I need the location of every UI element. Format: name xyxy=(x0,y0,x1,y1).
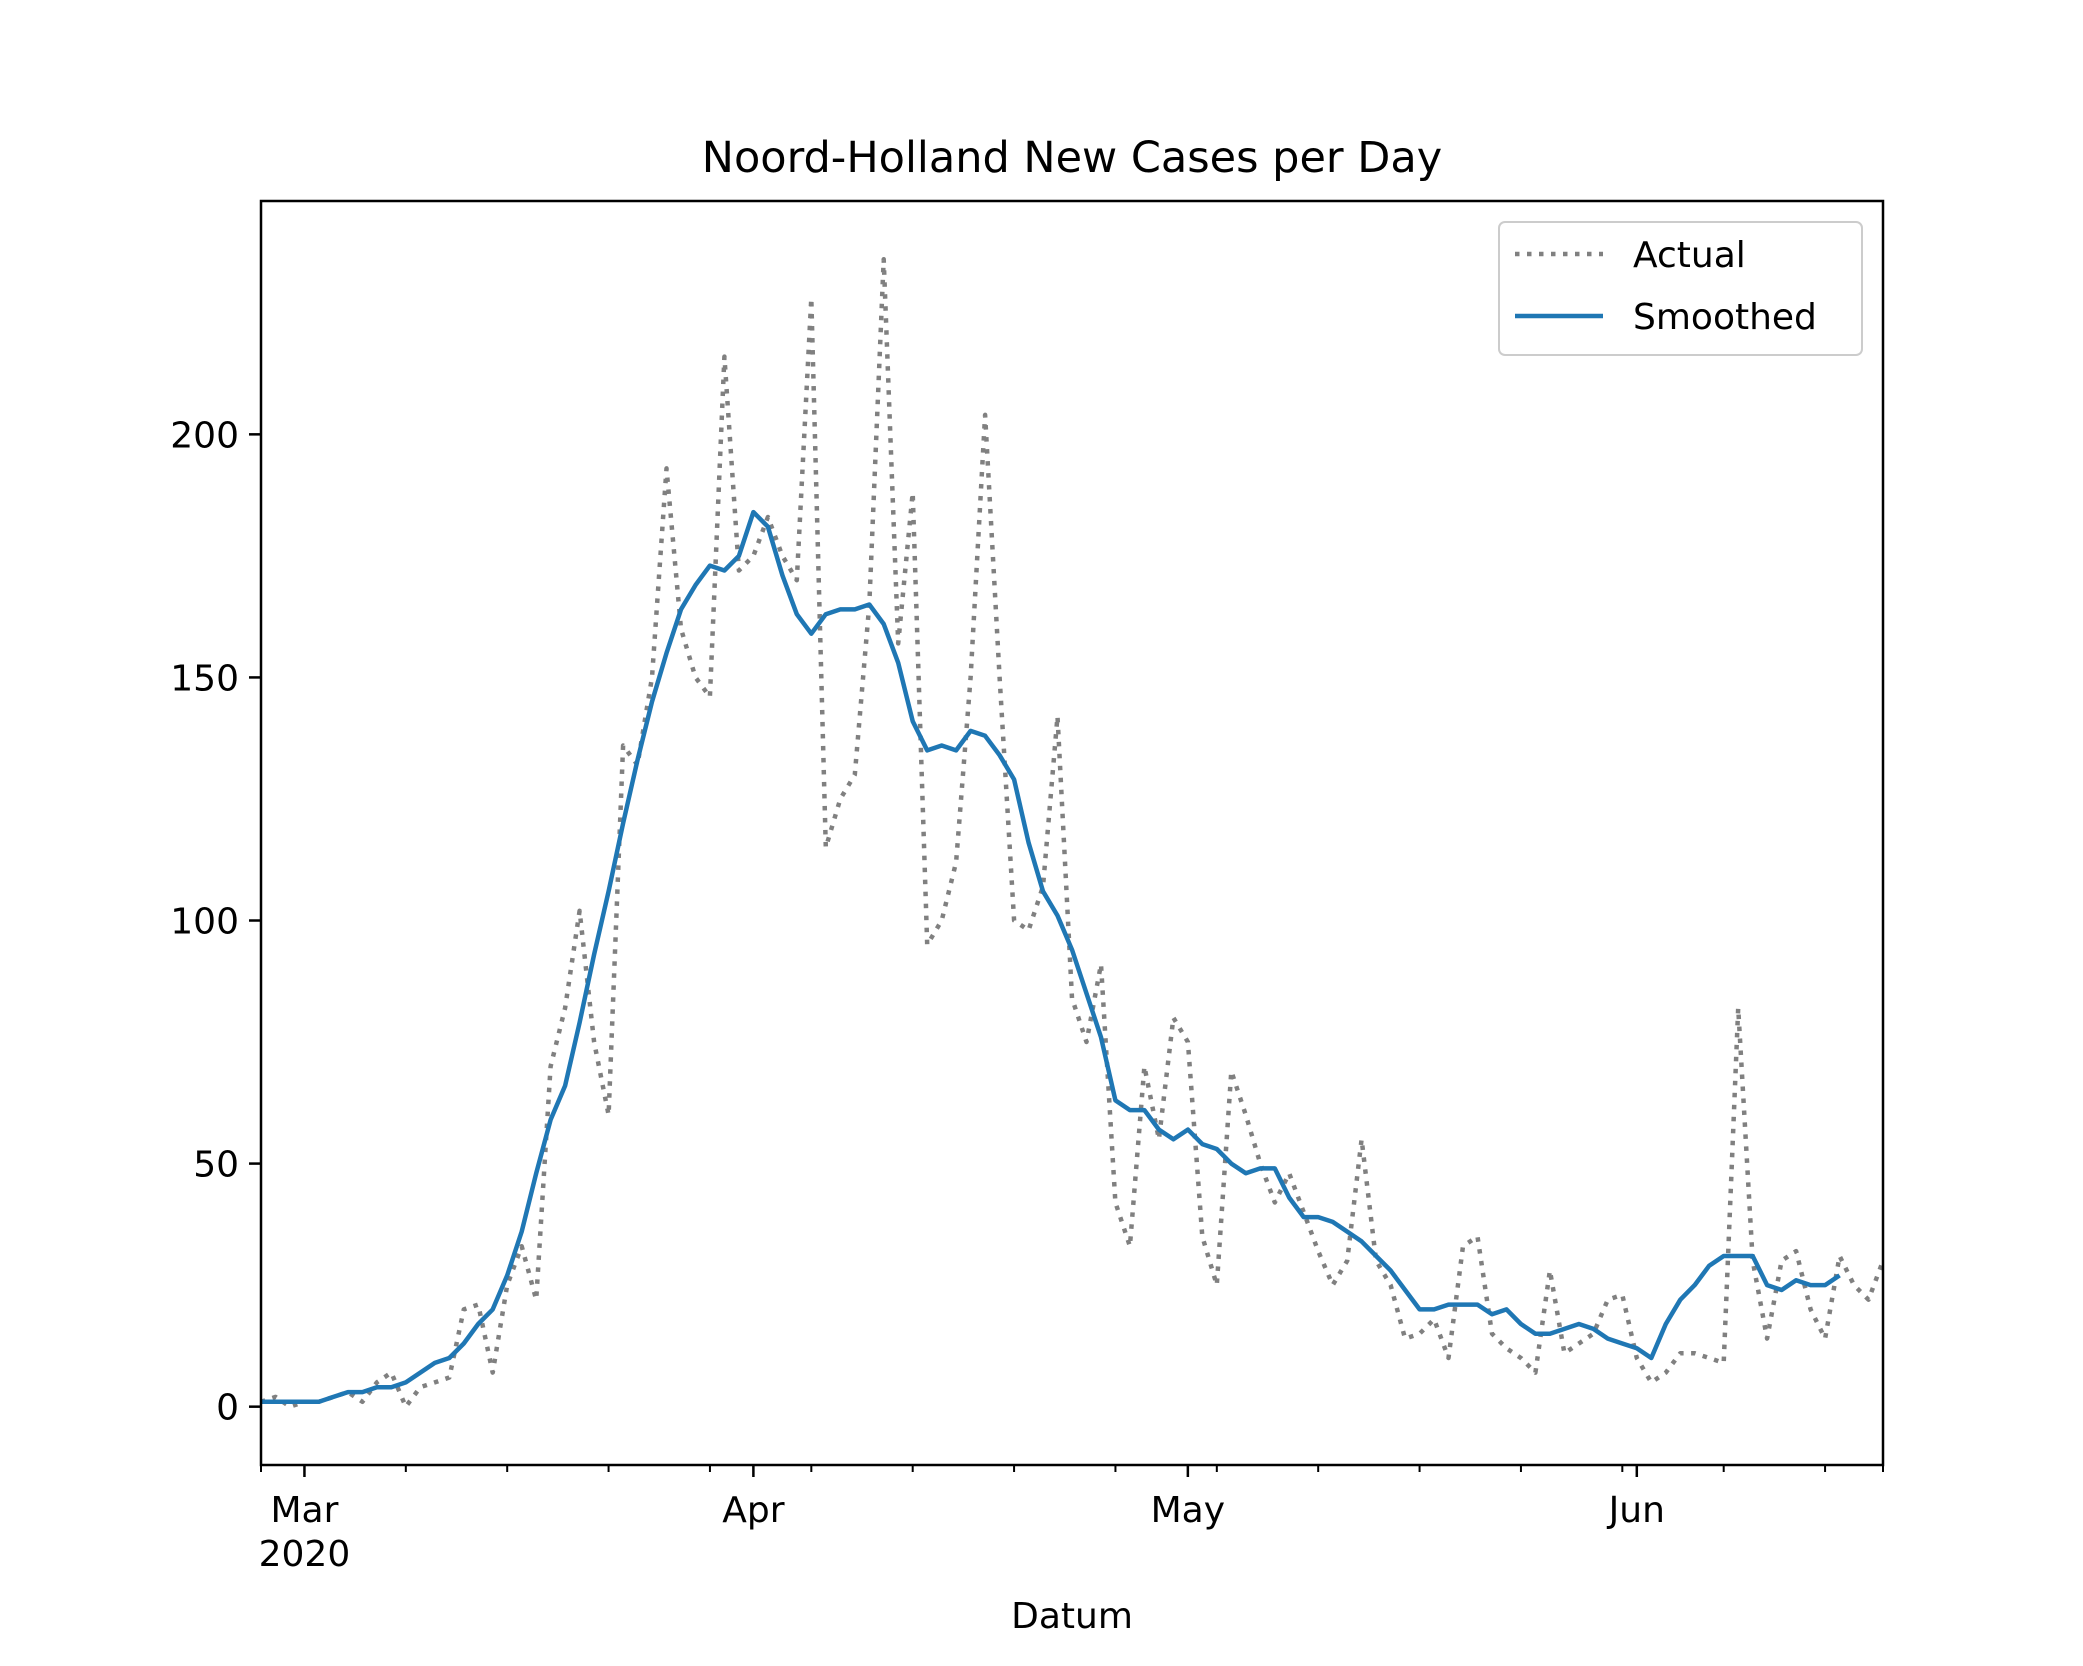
y-tick-label: 200 xyxy=(170,415,239,456)
x-axis-label: Datum xyxy=(1011,1596,1133,1637)
x-tick-label: Apr xyxy=(722,1490,784,1531)
legend: Actual Smoothed xyxy=(1498,221,1863,356)
y-tick-label: 150 xyxy=(170,658,239,699)
legend-label-smoothed: Smoothed xyxy=(1633,297,1817,338)
chart-title: Noord-Holland New Cases per Day xyxy=(702,133,1442,183)
plot-area xyxy=(259,199,1886,1467)
legend-label-actual: Actual xyxy=(1633,235,1746,276)
y-tick-label: 100 xyxy=(170,902,239,943)
x-tick-label: May xyxy=(1151,1490,1225,1531)
series-layer xyxy=(260,257,1886,1409)
y-axis: 0 50 100 150 200 xyxy=(170,415,261,1429)
y-tick-label: 50 xyxy=(193,1145,239,1186)
x-tick-label: Jun xyxy=(1607,1490,1665,1531)
axes-frame xyxy=(259,199,1885,1467)
y-tick-label: 0 xyxy=(216,1388,239,1429)
x-tick-sublabel: 2020 xyxy=(259,1534,351,1575)
series-line-actual xyxy=(260,257,1886,1409)
series-line-smoothed xyxy=(261,509,1841,1405)
x-tick-label: Mar xyxy=(270,1490,338,1531)
